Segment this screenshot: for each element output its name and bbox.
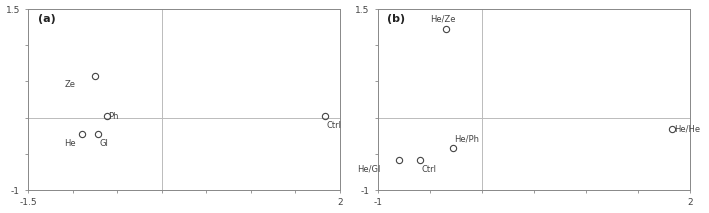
- Text: He/Ph: He/Ph: [454, 134, 479, 143]
- Text: (a): (a): [38, 14, 55, 24]
- Text: He: He: [64, 139, 75, 148]
- Text: Ctrl: Ctrl: [422, 165, 437, 174]
- Text: Ze: Ze: [65, 80, 75, 89]
- Text: He/Gl: He/Gl: [357, 165, 380, 174]
- Text: He/Ze: He/Ze: [430, 14, 456, 24]
- Text: Ctrl: Ctrl: [327, 121, 342, 130]
- Text: He/He: He/He: [674, 124, 700, 133]
- Text: Gl: Gl: [99, 139, 108, 148]
- Text: (b): (b): [387, 14, 406, 24]
- Text: Ph: Ph: [108, 112, 119, 121]
